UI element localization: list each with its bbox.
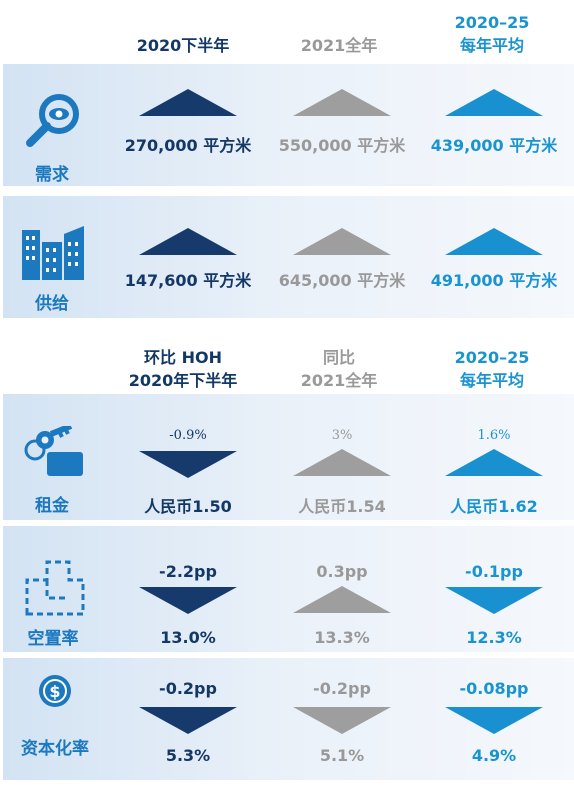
header-col1: 2020下半年: [136, 36, 230, 55]
supply-col2-up-arrow: [293, 228, 391, 255]
rent-col2-value: 人民币1.54: [298, 497, 386, 516]
header2-col1-line2: 2020年下半年: [128, 371, 238, 390]
caprate-col2-down-arrow: [293, 707, 391, 734]
vacancy-col3-down-arrow: [445, 587, 543, 614]
supply-col3-value: 491,000 平方米: [430, 271, 558, 290]
rent-label: 租金: [35, 496, 69, 516]
demand-col1-up-arrow: [139, 89, 237, 116]
header2-col3-line2: 每年平均: [459, 371, 524, 390]
vacancy-label: 空置率: [27, 629, 79, 649]
caprate-col2-value: 5.1%: [319, 746, 365, 765]
svg-text:$: $: [49, 682, 60, 701]
header-col3-line1: 2020–25: [454, 13, 530, 32]
caprate-col1-change: -0.2pp: [159, 679, 217, 698]
rent-col3-value: 人民币1.62: [450, 497, 538, 516]
caprate-col3-value: 4.9%: [471, 746, 517, 765]
floorplan-icon: [25, 560, 85, 616]
supply-col3-up-arrow: [445, 228, 543, 255]
caprate-panel: $ 资本化率 -0.2pp -0.2pp -0.08pp 5.3% 5.1% 4…: [3, 658, 574, 780]
demand-col2-up-arrow: [293, 89, 391, 116]
vacancy-col3-change: -0.1pp: [465, 562, 523, 581]
vacancy-panel: 空置率 -2.2pp 0.3pp -0.1pp 13.0% 13.3% 12.3…: [3, 526, 574, 652]
demand-panel: 需求 270,000 平方米 550,000 平方米 439,000 平方米: [3, 64, 574, 186]
caprate-label: 资本化率: [21, 739, 89, 759]
buildings-icon: [22, 226, 84, 280]
demand-col3-value: 439,000 平方米: [430, 136, 558, 155]
header2-col1-line1: 环比 HOH: [144, 348, 222, 367]
rent-col2-change: 3%: [331, 428, 353, 443]
supply-col1-up-arrow: [139, 228, 237, 255]
rent-col1-change: -0.9%: [169, 428, 207, 443]
header2-col3-line1: 2020–25: [454, 348, 530, 367]
supply-label: 供给: [35, 294, 69, 314]
demand-label: 需求: [35, 165, 69, 185]
demand-col3-up-arrow: [445, 89, 543, 116]
supply-panel: 供给 147,600 平方米 645,000 平方米 491,000 平方米: [3, 196, 574, 318]
header2-col2-line1: 同比: [322, 348, 355, 367]
vacancy-col1-value: 13.0%: [160, 628, 216, 647]
rent-col1-down-arrow: [139, 451, 237, 478]
demand-col2-value: 550,000 平方米: [278, 136, 406, 155]
header2-col2-line2: 2021全年: [300, 371, 378, 390]
dollar-coin-icon: $: [39, 675, 71, 707]
caprate-col3-change: -0.08pp: [459, 679, 529, 698]
rent-col3-change: 1.6%: [477, 428, 511, 443]
supply-col1-value: 147,600 平方米: [124, 271, 252, 290]
caprate-col2-change: -0.2pp: [313, 679, 371, 698]
rent-col1-value: 人民币1.50: [144, 497, 232, 516]
vacancy-col1-change: -2.2pp: [159, 562, 217, 581]
magnifier-eye-icon: [26, 94, 79, 147]
caprate-col1-down-arrow: [139, 707, 237, 734]
header-col2: 2021全年: [300, 36, 378, 55]
rent-col3-up-arrow: [445, 449, 543, 476]
header-col3-line2: 每年平均: [459, 36, 524, 55]
rent-panel: 租金 -0.9% 3% 1.6% 人民币1.50 人民币1.54 人民币1.62: [3, 394, 574, 520]
caprate-col3-down-arrow: [445, 707, 543, 734]
vacancy-col3-value: 12.3%: [466, 628, 522, 647]
key-icon: [24, 426, 83, 476]
vacancy-col2-change: 0.3pp: [316, 562, 368, 581]
supply-col2-value: 645,000 平方米: [278, 271, 406, 290]
rent-col2-up-arrow: [293, 449, 391, 476]
caprate-col1-value: 5.3%: [165, 746, 211, 765]
vacancy-col2-up-arrow: [293, 586, 391, 613]
demand-col1-value: 270,000 平方米: [124, 136, 252, 155]
vacancy-col1-down-arrow: [139, 587, 237, 614]
vacancy-col2-value: 13.3%: [314, 628, 370, 647]
